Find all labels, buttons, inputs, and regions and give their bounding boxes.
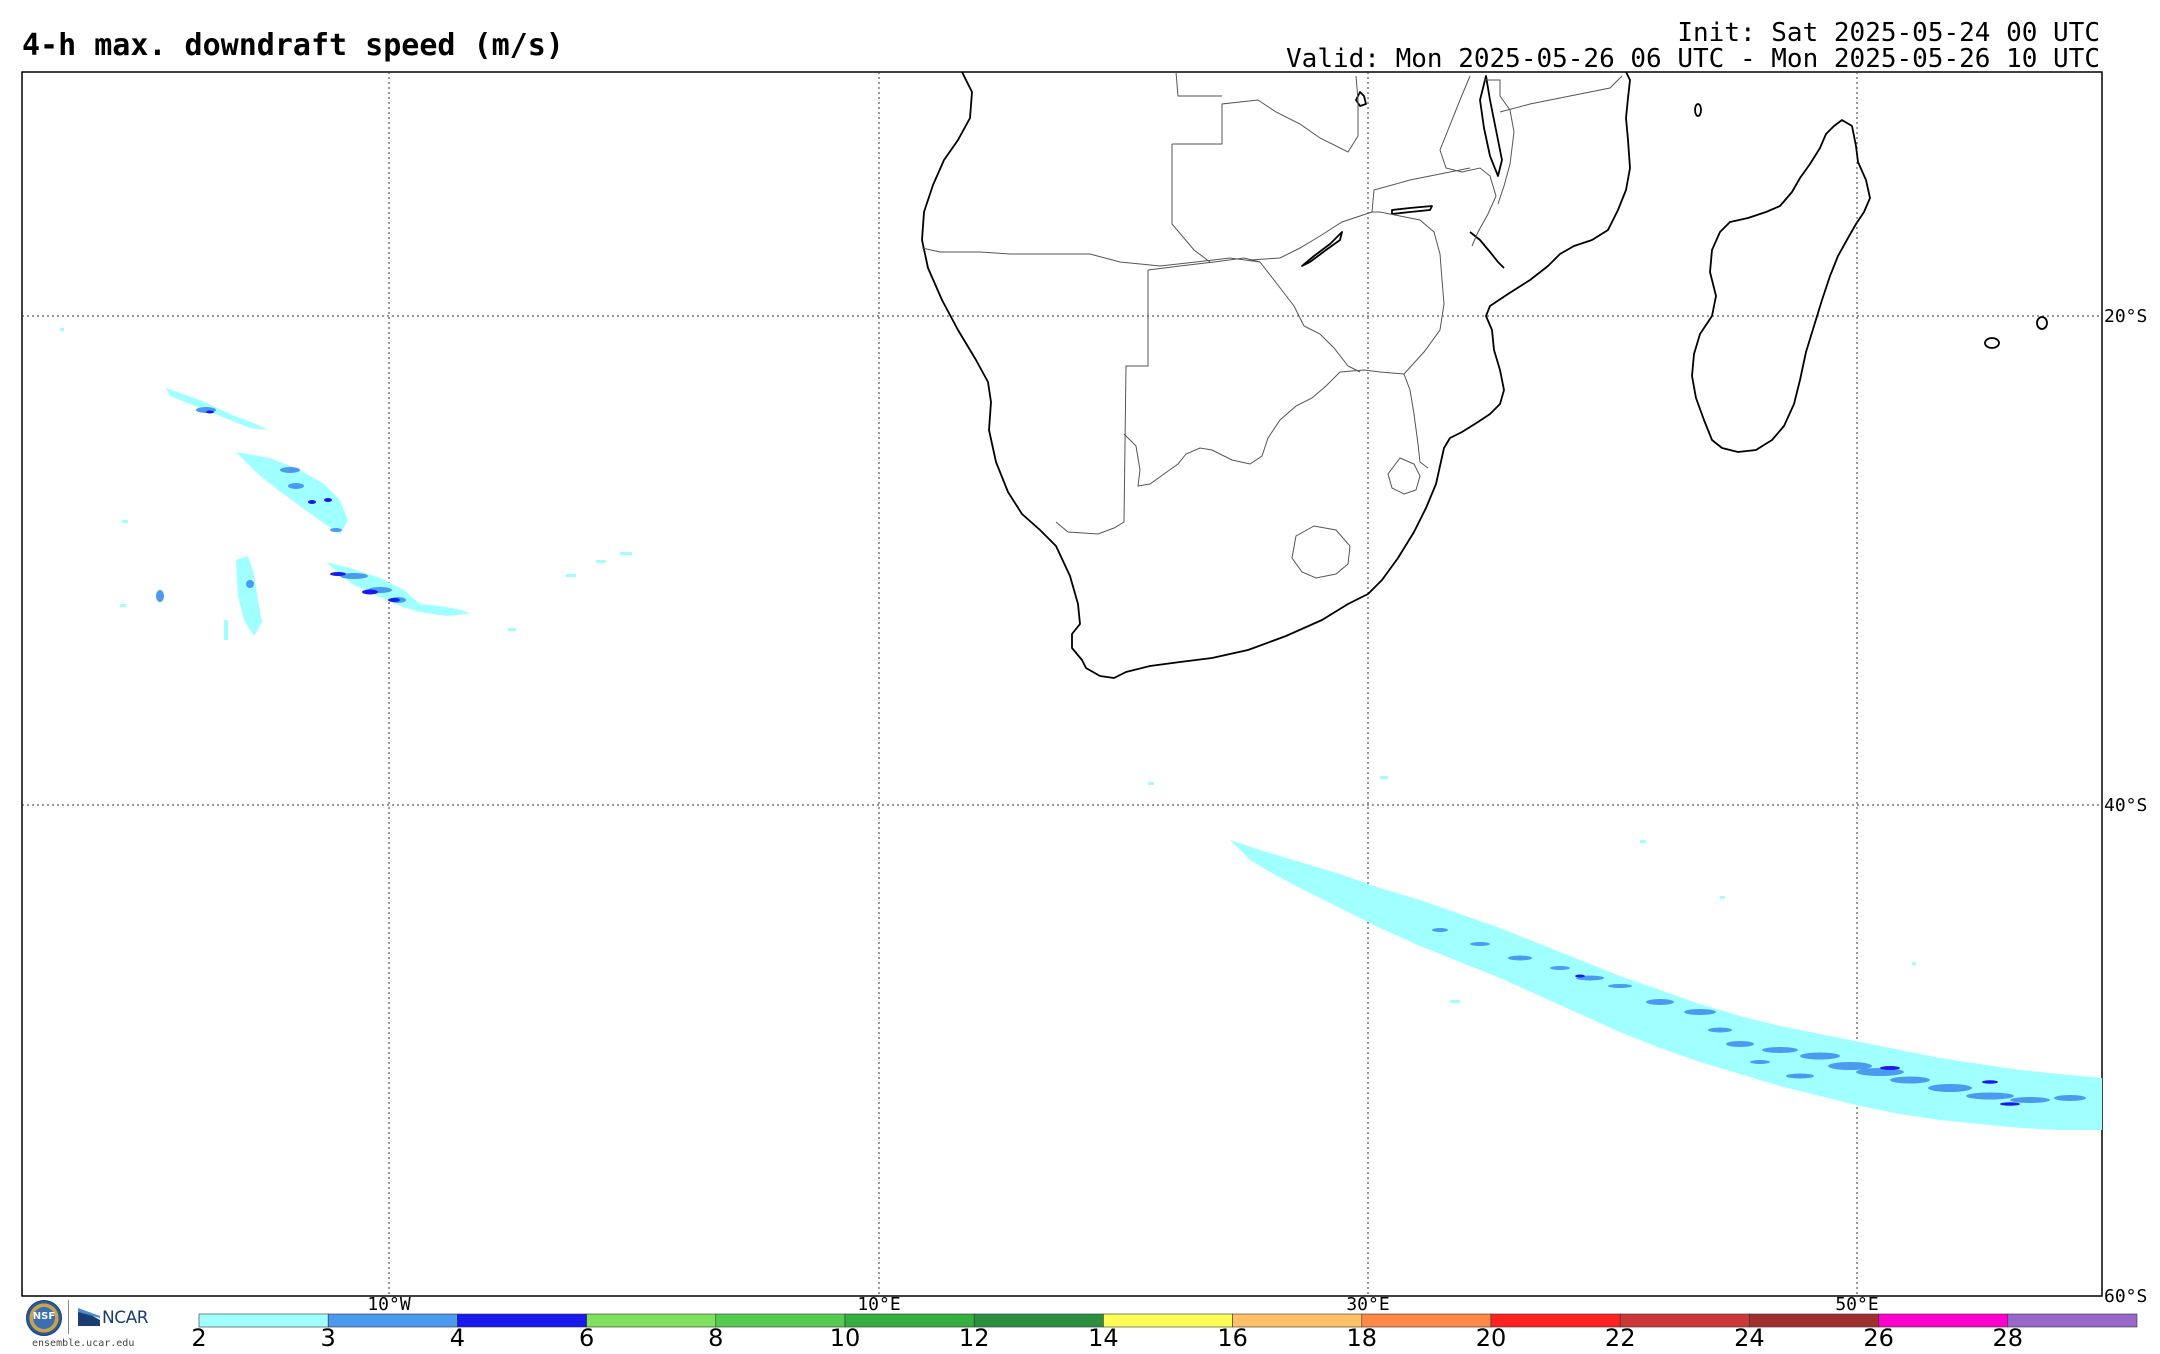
colorbar-swatch	[198, 1313, 329, 1328]
border-malawi-east	[1484, 79, 1515, 205]
colorbar-swatch	[1749, 1313, 1879, 1328]
lat-label-60s: 60°S	[2104, 1286, 2147, 1307]
border-sa-mozambique	[1403, 373, 1429, 469]
border-zambia	[1172, 75, 1359, 153]
colorbar-tick-label: 26	[1863, 1324, 1894, 1352]
colorbar-swatch	[844, 1313, 975, 1328]
downdraft-cells-3-4	[1432, 928, 2086, 1103]
border-eswatini	[1387, 457, 1421, 495]
border-angola-namibia	[921, 247, 1261, 267]
downdraft-west-mid	[156, 407, 406, 603]
lon-label-10e: 10°E	[857, 1294, 900, 1315]
map-title: 4-h max. downdraft speed (m/s)	[22, 28, 564, 63]
colorbar-swatch	[1619, 1313, 1750, 1328]
lat-label-40s: 40°S	[2104, 795, 2147, 816]
africa-coast	[921, 71, 1631, 679]
lon-label-30e: 30°E	[1346, 1294, 1389, 1315]
lon-label-10w: 10°W	[367, 1294, 411, 1315]
lon-label-50e: 50°E	[1835, 1294, 1878, 1315]
init-time: Init: Sat 2025-05-24 00 UTC	[1677, 18, 2100, 48]
border-tanzania-mozambique	[1499, 75, 1623, 113]
colorbar-tick-label: 12	[959, 1324, 990, 1352]
site-url: ensemble.ucar.edu	[32, 1338, 135, 1349]
colorbar: 2 3 4 6 8 10 12 14 16 18 20 22 24 26 28	[191, 1313, 2138, 1352]
lake-malawi	[1479, 75, 1503, 177]
lake-tanganyika-tip	[1355, 91, 1367, 107]
border-caprivi	[1147, 257, 1261, 271]
colorbar-swatch	[1361, 1313, 1492, 1328]
downdraft-specks-east	[1148, 776, 1916, 1003]
colorbar-tick-label: 16	[1217, 1324, 1248, 1352]
colorbar-swatch	[973, 1313, 1104, 1328]
colorbar-swatch	[327, 1313, 458, 1328]
colorbar-tick-label: 3	[321, 1324, 336, 1352]
colorbar-tick-label: 6	[579, 1324, 594, 1352]
colorbar-swatch	[1103, 1313, 1233, 1328]
border-zambia-zimbabwe	[1249, 211, 1373, 261]
colorbar-tick-label: 2	[191, 1324, 206, 1352]
border-namibia-botswana	[1055, 270, 1149, 535]
colorbar-tick-label: 18	[1347, 1324, 1378, 1352]
forecast-times: Init: Sat 2025-05-24 00 UTC Valid: Mon 2…	[1286, 20, 2100, 72]
colorbar-swatch	[586, 1313, 717, 1328]
colorbar-tick-label: 8	[708, 1324, 723, 1352]
border-malawi	[1439, 75, 1497, 247]
country-borders	[921, 71, 1623, 579]
colorbar-swatch	[457, 1313, 587, 1328]
nsf-logo-icon: NSF	[26, 1300, 62, 1336]
colorbar-tick-label: 4	[450, 1324, 465, 1352]
colorbar-tick-label: 24	[1734, 1324, 1765, 1352]
colorbar-swatch	[715, 1313, 846, 1328]
reunion-island	[1984, 337, 2000, 349]
border-zambia-south	[1171, 144, 1211, 263]
mauritius-island	[2036, 316, 2048, 330]
comoros-island	[1694, 103, 1702, 117]
lake-cahora-bassa	[1391, 205, 1433, 215]
madagascar-coast	[1691, 119, 1871, 453]
border-zimbabwe-mozambique	[1372, 211, 1445, 375]
colorbar-tick-label: 14	[1088, 1324, 1119, 1352]
colorbar-swatch	[2007, 1313, 2138, 1328]
nsf-logo-text: NSF	[32, 1311, 56, 1322]
colorbar-tick-label: 28	[1993, 1324, 2024, 1352]
border-botswana-sa	[1123, 369, 1405, 487]
colorbar-swatch	[1490, 1313, 1621, 1328]
colorbar-tick-label: 20	[1476, 1324, 1507, 1352]
colorbar-swatch	[1232, 1313, 1363, 1328]
ncar-mark-icon	[78, 1308, 100, 1326]
downdraft-area-2-3	[1230, 840, 2102, 1130]
map-frame	[21, 71, 2103, 1297]
downdraft-band-southeast	[1148, 776, 2102, 1130]
downdraft-west-light	[60, 328, 632, 640]
downdraft-cluster-west	[60, 328, 632, 640]
lake-kariba	[1301, 231, 1343, 267]
graticule	[22, 72, 2102, 1296]
zambezi-delta-river	[1469, 231, 1505, 269]
border-lesotho	[1291, 525, 1351, 579]
colorbar-swatch	[1878, 1313, 2009, 1328]
downdraft-west-strong	[206, 410, 400, 602]
ncar-logo-text: NCAR	[102, 1308, 149, 1328]
border-botswana-zimbabwe	[1259, 261, 1361, 373]
border-drc-zambia	[1175, 71, 1222, 97]
downdraft-cells-4-6	[1575, 974, 2020, 1106]
coastline	[921, 71, 2048, 679]
lat-label-20s: 20°S	[2104, 306, 2147, 327]
border-zambia-mozambique	[1371, 167, 1471, 213]
footer-logos: NSF NCAR ensemble.ucar.edu	[22, 1298, 162, 1349]
colorbar-tick-label: 22	[1605, 1324, 1636, 1352]
logo-divider	[68, 1300, 69, 1334]
colorbar-tick-label: 10	[830, 1324, 861, 1352]
valid-time: Valid: Mon 2025-05-26 06 UTC - Mon 2025-…	[1286, 44, 2100, 74]
